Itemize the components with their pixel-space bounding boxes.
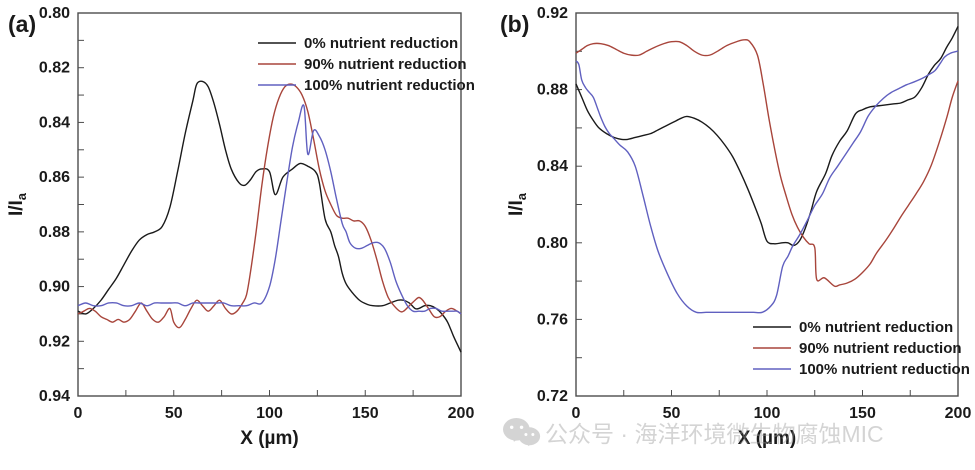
svg-text:(b): (b) [500,11,529,37]
svg-text:0.92: 0.92 [39,333,70,350]
svg-text:I/Ia: I/Ia [6,192,29,216]
svg-text:150: 150 [352,405,379,422]
svg-text:0.80: 0.80 [537,235,568,252]
svg-text:50: 50 [663,405,681,422]
svg-text:0.88: 0.88 [39,224,70,241]
svg-text:100: 100 [256,405,283,422]
svg-text:0.72: 0.72 [537,388,568,405]
svg-text:I/Ia: I/Ia [506,192,529,216]
svg-text:X (µm): X (µm) [240,428,298,449]
svg-text:0.84: 0.84 [537,158,568,175]
svg-text:0: 0 [74,405,83,422]
svg-text:0.94: 0.94 [39,388,70,405]
svg-text:0.76: 0.76 [537,311,568,328]
svg-text:100% nutrient reduction: 100% nutrient reduction [304,77,475,94]
svg-text:100: 100 [754,405,781,422]
svg-text:50: 50 [165,405,183,422]
svg-text:公众号 · 海洋环境微生物腐蚀MIC: 公众号 · 海洋环境微生物腐蚀MIC [545,421,884,447]
svg-text:0% nutrient reduction: 0% nutrient reduction [799,319,953,336]
svg-text:200: 200 [448,405,475,422]
svg-text:0: 0 [572,405,581,422]
svg-text:90% nutrient reduction: 90% nutrient reduction [799,340,962,357]
svg-text:90% nutrient reduction: 90% nutrient reduction [304,56,467,73]
svg-text:200: 200 [945,405,972,422]
svg-text:0.88: 0.88 [537,82,568,99]
svg-text:(a): (a) [8,11,36,37]
svg-text:0.92: 0.92 [537,5,568,22]
svg-text:0.84: 0.84 [39,114,70,131]
svg-text:0.80: 0.80 [39,5,70,22]
svg-text:0.90: 0.90 [39,279,70,296]
svg-text:100% nutrient reduction: 100% nutrient reduction [799,361,970,378]
svg-text:150: 150 [849,405,876,422]
svg-text:0.82: 0.82 [39,60,70,77]
svg-text:0% nutrient reduction: 0% nutrient reduction [304,35,458,52]
svg-text:0.86: 0.86 [39,169,70,186]
